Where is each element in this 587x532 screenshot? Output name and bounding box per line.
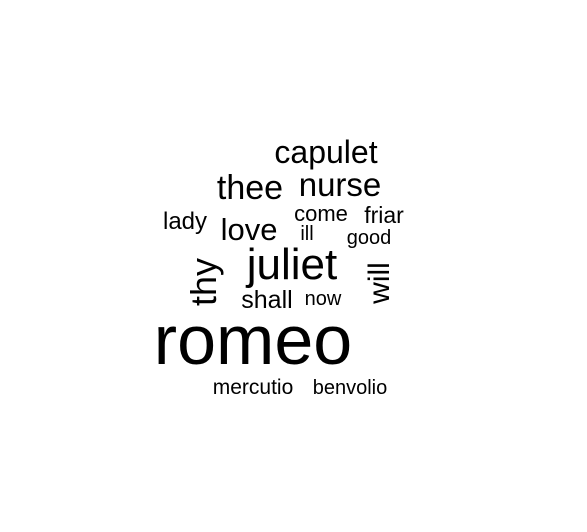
word-benvolio: benvolio [313, 377, 388, 399]
word-shall: shall [241, 286, 292, 314]
word-friar: friar [364, 202, 404, 228]
word-thee: thee [217, 169, 283, 207]
word-juliet: juliet [245, 240, 338, 289]
word-good: good [347, 227, 392, 249]
word-capulet: capulet [274, 134, 377, 170]
word-love: love [221, 212, 278, 247]
word-come: come [294, 201, 348, 226]
word-will: will [363, 262, 396, 305]
word-now: now [305, 288, 342, 310]
word-lady: lady [163, 208, 207, 235]
word-mercutio: mercutio [213, 376, 294, 399]
word-thy: thy [183, 258, 224, 306]
word-romeo: romeo [154, 301, 352, 379]
word-nurse: nurse [299, 166, 382, 203]
word-ill: ill [300, 223, 313, 245]
